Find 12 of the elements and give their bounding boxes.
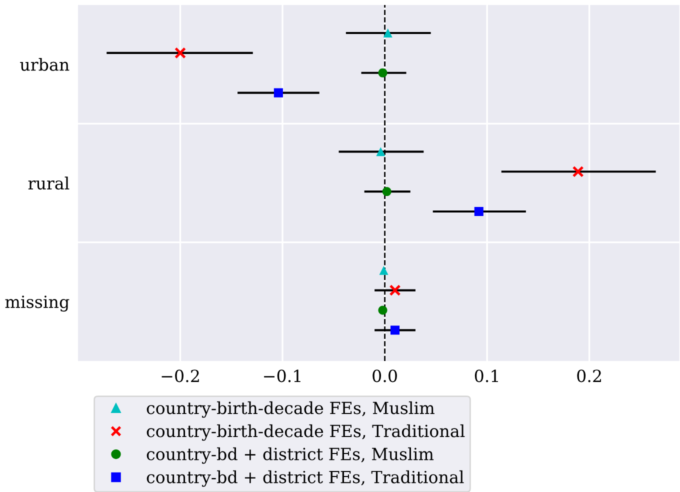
y-tick-label: missing	[5, 296, 70, 312]
x-tick-label: −0.2	[162, 370, 199, 382]
x-tick-label: 0.2	[577, 370, 601, 382]
x-tick-label: 0.1	[474, 370, 498, 382]
legend-label: country-bd + district FEs, Traditional	[146, 470, 464, 487]
x-tick-label: 0.0	[372, 370, 397, 382]
legend-label: country-birth-decade FEs, Traditional	[146, 424, 465, 441]
x-tick-label: −0.1	[264, 370, 300, 382]
y-tick-label: urban	[20, 58, 70, 71]
legend-label: country-bd + district FEs, Muslim	[146, 447, 434, 464]
legend-label: country-birth-decade FEs, Muslim	[146, 401, 434, 418]
y-tick-label: rural	[28, 176, 70, 190]
